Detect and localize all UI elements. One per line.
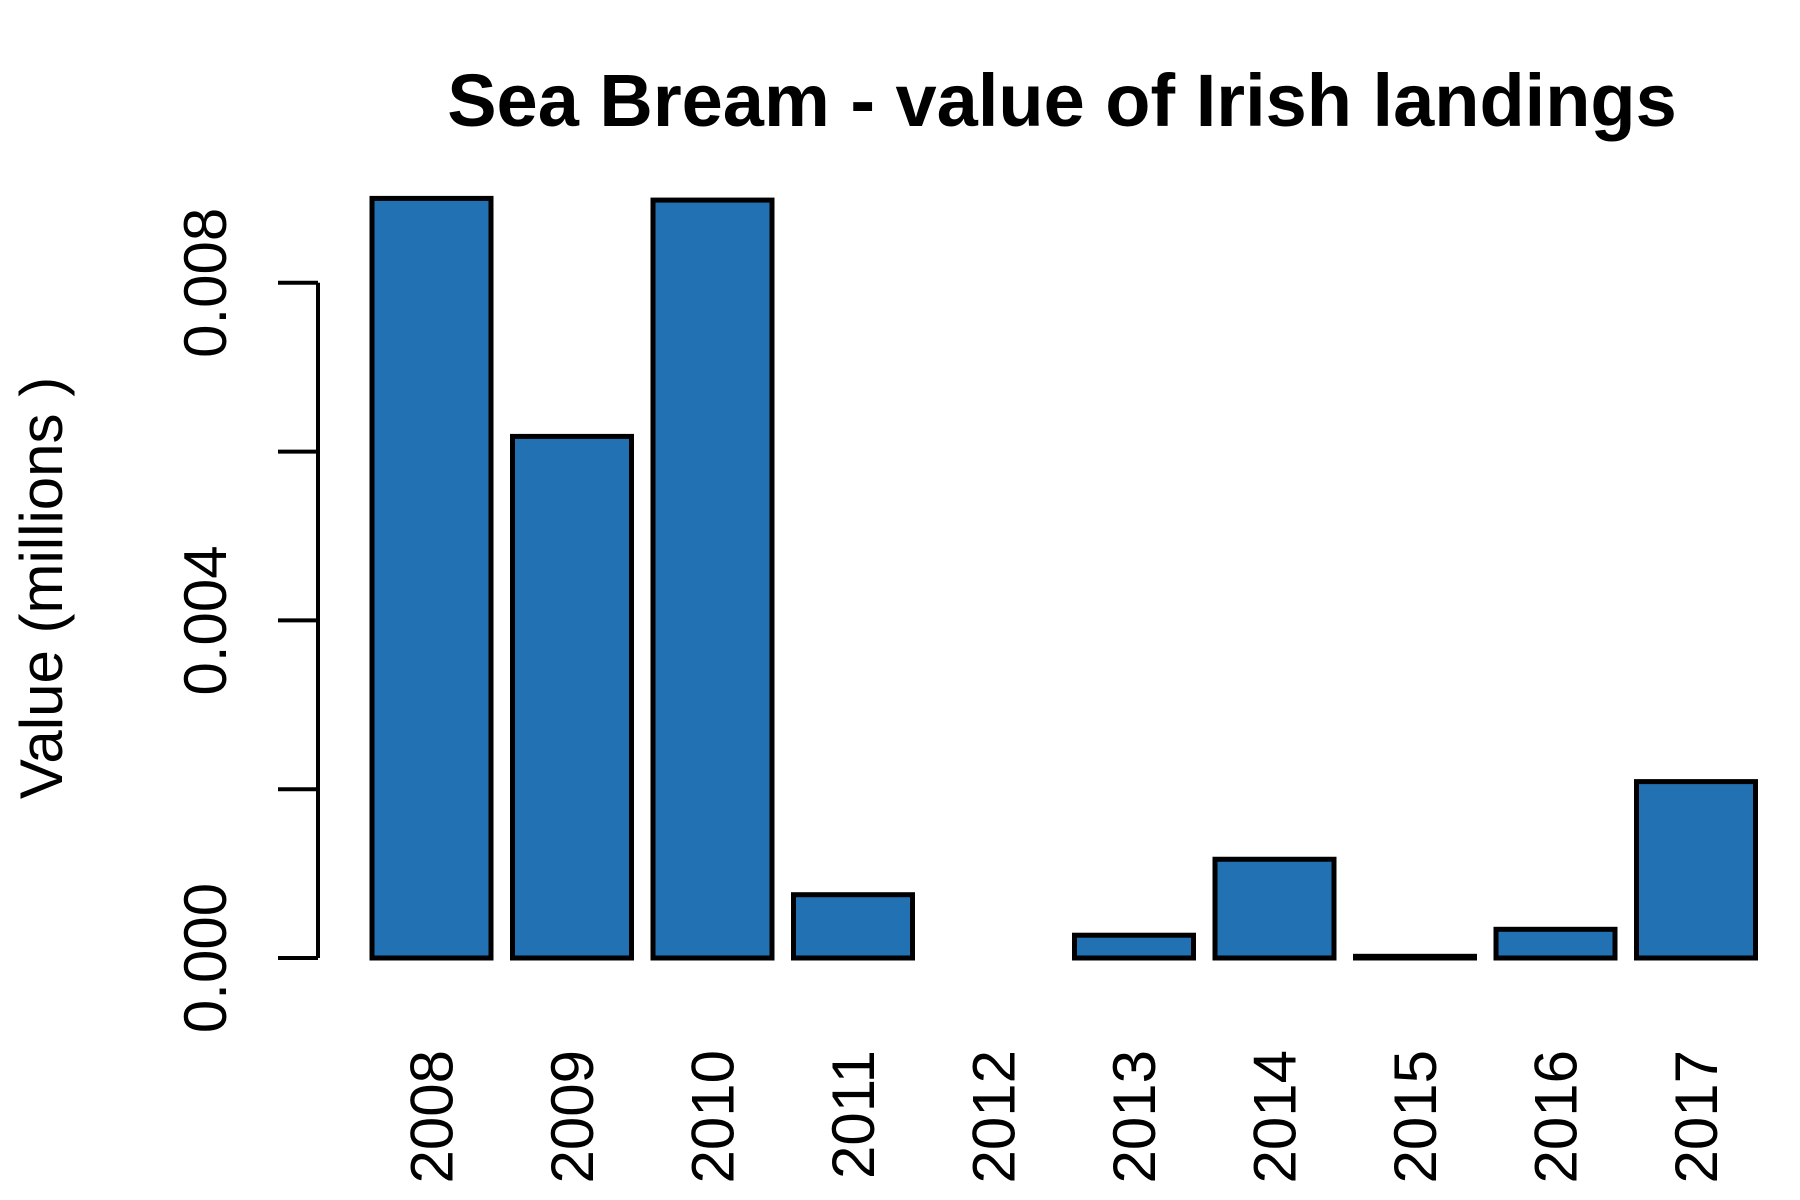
bar-2015 (1353, 953, 1477, 961)
x-tick-label: 2011 (820, 1050, 887, 1179)
bar-2010 (650, 197, 775, 961)
x-tick-label: 2013 (1101, 1050, 1168, 1183)
x-tick-label: 2010 (680, 1050, 747, 1183)
x-tick-label: 2017 (1663, 1050, 1730, 1183)
y-tick-label: 0.008 (172, 208, 239, 358)
x-tick-label: 2009 (539, 1050, 606, 1183)
y-axis-title: Value (millions ) (8, 377, 75, 799)
chart-title: Sea Bream - value of Irish landings (447, 59, 1677, 142)
bar-2016 (1493, 926, 1618, 961)
y-tick-label: 0.000 (172, 883, 239, 1033)
bar-2011 (791, 892, 915, 961)
bar-2008 (369, 195, 494, 961)
x-tick-label: 2015 (1382, 1050, 1449, 1183)
bar-2013 (1072, 932, 1196, 961)
x-tick-label: 2014 (1242, 1050, 1309, 1183)
bar-2009 (510, 433, 634, 961)
x-tick-label: 2008 (399, 1050, 466, 1183)
bar-2017 (1634, 779, 1758, 961)
x-tick-label: 2012 (961, 1050, 1028, 1183)
x-tick-label: 2016 (1523, 1050, 1590, 1183)
bar-2014 (1212, 856, 1337, 961)
bars (369, 195, 1758, 961)
y-tick-label: 0.004 (172, 545, 239, 695)
x-axis: 2008 2009 2010 2011 2012 2013 2014 2015 2016 2017 (399, 1050, 1731, 1183)
y-axis: 0.000 0.004 0.008 (172, 208, 320, 1033)
